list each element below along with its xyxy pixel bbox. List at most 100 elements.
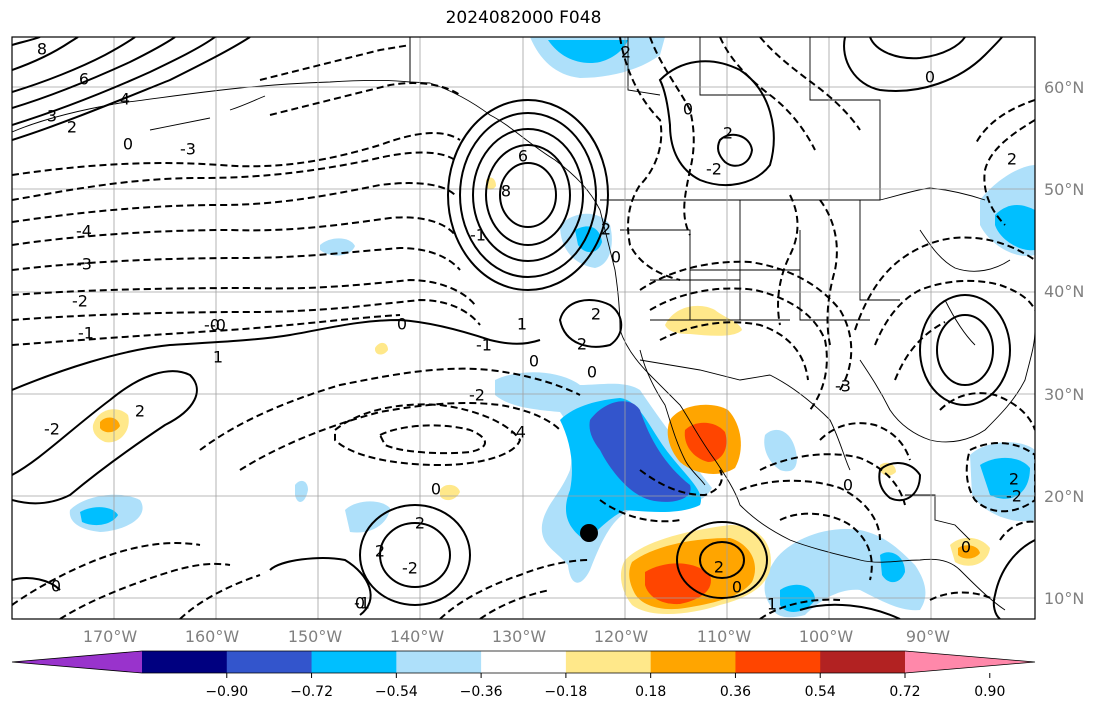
contour-label: 0 xyxy=(925,68,935,87)
contour-label: -3 xyxy=(180,140,196,159)
colorbar-segment xyxy=(142,651,228,673)
contour-label: -2 xyxy=(706,160,722,179)
contour-label: -2 xyxy=(402,559,418,578)
colorbar-tick-label: −0.36 xyxy=(460,684,503,700)
contour-label: 8 xyxy=(501,182,511,201)
contour-label: -1 xyxy=(476,336,492,355)
contour-label: 0 xyxy=(611,248,621,267)
colorbar-tick-label: −0.18 xyxy=(544,684,587,700)
lon-tick-label: 150°W xyxy=(288,627,343,646)
contour-label: 2 xyxy=(601,220,611,239)
contour-label: 2 xyxy=(67,118,77,137)
contour-label: -1 xyxy=(78,324,94,343)
colorbar-segment xyxy=(650,651,736,673)
lat-tick-label: 10°N xyxy=(1044,589,1084,608)
contours-positive xyxy=(12,37,1035,619)
gridlines xyxy=(12,37,1035,619)
lat-tick-label: 20°N xyxy=(1044,487,1084,506)
coastlines xyxy=(12,37,1035,611)
contour-label: 2 xyxy=(714,558,724,577)
contour-label: 3 xyxy=(47,107,57,126)
contour-label: 6 xyxy=(79,70,89,89)
contour-label: 2 xyxy=(135,402,145,421)
colorbar-segment xyxy=(311,651,397,673)
lon-axis: 170°W 160°W 150°W 140°W 130°W 120°W 110°… xyxy=(83,627,950,646)
contour-label: -4 xyxy=(76,222,92,241)
colorbar-segment xyxy=(735,651,821,673)
contour-label: 0 xyxy=(683,100,693,119)
contour-label: 0 xyxy=(123,135,133,154)
contour-label: 2 xyxy=(1007,150,1017,169)
contour-label: 0 xyxy=(355,594,365,613)
lon-tick-label: 130°W xyxy=(492,627,547,646)
colorbar-segment xyxy=(396,651,482,673)
map-panel xyxy=(12,37,1035,619)
contour-label: 0 xyxy=(431,480,441,499)
colorbar-segment xyxy=(226,651,313,673)
contour-label: -2 xyxy=(72,292,88,311)
contour-label: -2 xyxy=(44,420,60,439)
contour-label: 0 xyxy=(397,315,407,334)
lon-tick-label: 90°W xyxy=(906,627,950,646)
contour-label: 4 xyxy=(120,90,130,109)
contour-label: 0 xyxy=(529,352,539,371)
colorbar-tick-label: 0.90 xyxy=(974,684,1005,700)
contour-label: 0 xyxy=(961,538,971,557)
colorbar-tick-label: −0.90 xyxy=(205,684,248,700)
contour-label: 0 xyxy=(587,363,597,382)
contour-label: -1 xyxy=(354,594,370,613)
colorbar-segment xyxy=(565,651,652,673)
contour-label: -1 xyxy=(470,226,486,245)
colorbar-tick-label: −0.72 xyxy=(290,684,333,700)
contour-label: -2 xyxy=(469,386,485,405)
contour-label: 1 xyxy=(213,348,223,367)
lon-tick-label: 170°W xyxy=(83,627,138,646)
contour-label: 8 xyxy=(37,40,47,59)
contour-label: -2 xyxy=(1006,487,1022,506)
lon-tick-label: 140°W xyxy=(390,627,445,646)
lon-tick-label: 110°W xyxy=(697,627,752,646)
contour-label: 2 xyxy=(621,43,631,62)
colorbar: −0.90 −0.72 −0.54 −0.36 −0.18 0.18 0.36 0.54 0.7… xyxy=(11,650,1036,700)
contour-label: 2 xyxy=(577,335,587,354)
contour-label: 2 xyxy=(591,305,601,324)
contour-label: 1 xyxy=(517,315,527,334)
colorbar-extend-low xyxy=(12,651,142,673)
contour-label: -0 xyxy=(210,316,226,335)
contour-label: -3 xyxy=(835,377,851,396)
lat-axis: 60°N 50°N 40°N 30°N 20°N 10°N xyxy=(1044,78,1084,608)
contour-label: 2 xyxy=(1009,470,1019,489)
lon-tick-label: 100°W xyxy=(799,627,854,646)
contour-label: 1 xyxy=(767,595,777,614)
plot-title: 2024082000 F048 xyxy=(445,8,602,28)
lon-tick-label: 120°W xyxy=(594,627,649,646)
lat-tick-label: 60°N xyxy=(1044,78,1084,97)
contour-label: -4 xyxy=(510,423,526,442)
colorbar-tick-label: −0.54 xyxy=(375,684,418,700)
colorbar-tick-label: 0.36 xyxy=(720,684,751,700)
contour-label: 0 xyxy=(732,578,742,597)
contours-negative xyxy=(12,37,1035,619)
contour-label: 2 xyxy=(415,514,425,533)
map-frame xyxy=(11,36,1036,620)
contour-label: 2 xyxy=(375,542,385,561)
lat-tick-label: 50°N xyxy=(1044,180,1084,199)
storm-center-marker xyxy=(580,524,598,542)
colorbar-segment xyxy=(481,651,567,673)
contour-label: 2 xyxy=(723,124,733,143)
shaded-field xyxy=(69,37,1035,618)
contour-label: -0 xyxy=(204,316,220,335)
lat-tick-label: 30°N xyxy=(1044,385,1084,404)
contour-label: 0 xyxy=(843,476,853,495)
contour-label: 0 xyxy=(51,577,61,596)
colorbar-tick-label: 0.54 xyxy=(805,684,836,700)
colorbar-extend-high xyxy=(905,651,1035,673)
lat-tick-label: 40°N xyxy=(1044,282,1084,301)
lon-tick-label: 160°W xyxy=(185,627,240,646)
colorbar-segment xyxy=(820,651,906,673)
colorbar-tick-label: 0.72 xyxy=(889,684,920,700)
contour-label: -3 xyxy=(76,255,92,274)
contour-label: 6 xyxy=(518,147,528,166)
